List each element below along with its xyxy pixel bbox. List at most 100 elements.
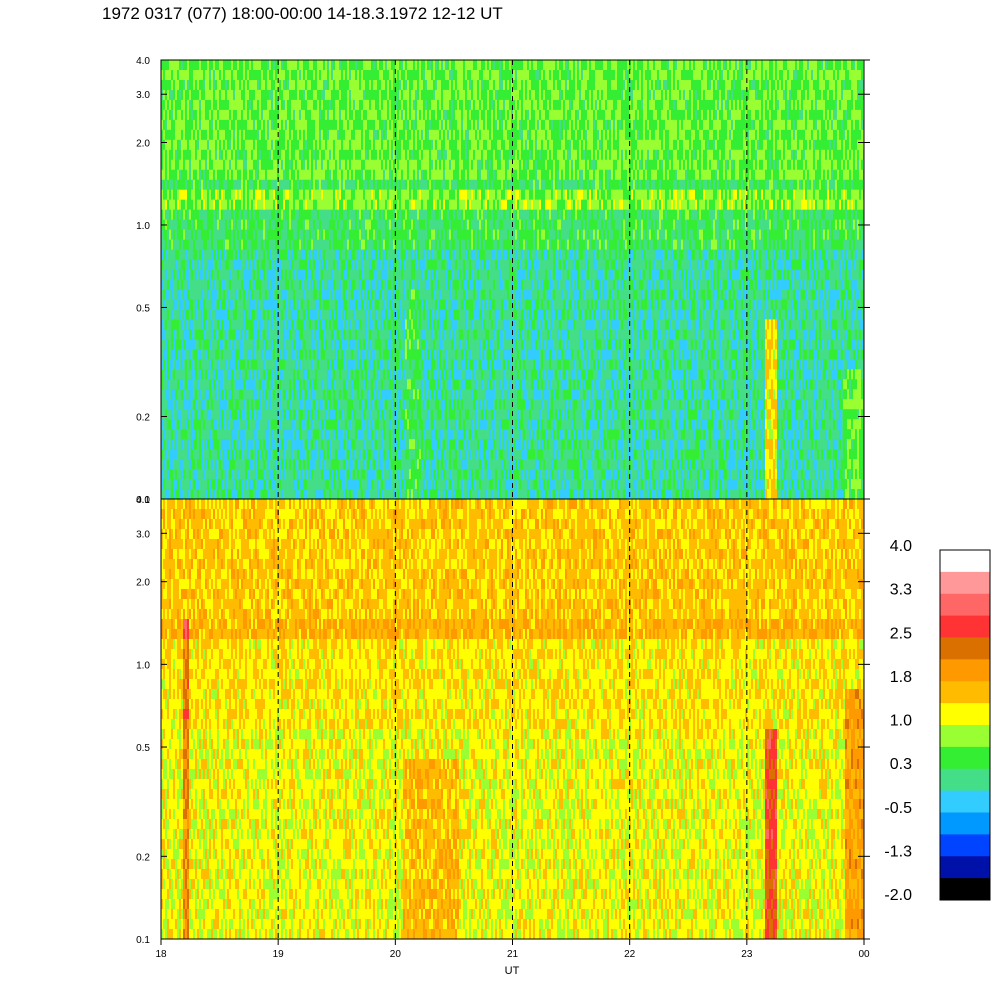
heatmap-cell [347,89,349,101]
heatmap-cell [265,269,267,281]
heatmap-cell [165,249,167,261]
heatmap-cell [207,109,209,121]
heatmap-cell [227,409,229,420]
heatmap-cell [209,189,211,201]
heatmap-cell [183,99,185,111]
heatmap-cell [255,209,257,221]
heatmap-cell [169,109,171,121]
heatmap-cell [247,119,249,131]
heatmap-cell [293,409,295,420]
heatmap-cell [369,319,371,330]
heatmap-cell [369,219,371,231]
heatmap-cell [301,279,303,291]
heatmap-cell [299,209,301,221]
heatmap-cell [321,79,323,91]
heatmap-cell [213,359,215,370]
heatmap-cell [381,299,383,311]
heatmap-cell [357,439,359,450]
heatmap-cell [337,119,339,131]
heatmap-cell [333,249,335,261]
heatmap-cell [361,359,363,370]
heatmap-cell [231,209,233,221]
heatmap-cell [205,79,207,91]
heatmap-cell [165,419,167,430]
heatmap-cell [351,89,353,101]
heatmap-cell [365,349,367,360]
heatmap-cell [335,419,337,430]
heatmap-cell [253,269,255,281]
heatmap-cell [319,169,321,181]
heatmap-cell [317,199,319,211]
heatmap-cell [361,449,363,460]
heatmap-cell [377,479,379,490]
heatmap-cell [385,259,387,271]
heatmap-cell [375,199,377,211]
heatmap-cell [365,299,367,311]
heatmap-cell [339,179,341,191]
heatmap-cell [273,379,275,390]
heatmap-cell [329,429,331,440]
heatmap-cell [327,249,329,261]
heatmap-cell [185,209,187,221]
heatmap-cell [219,299,221,311]
heatmap-cell [245,359,247,370]
heatmap-cell [189,289,191,301]
heatmap-cell [177,129,179,141]
heatmap-cell [277,349,279,360]
heatmap-cell [211,409,213,420]
heatmap-cell [289,319,291,330]
heatmap-cell [311,259,313,271]
heatmap-cell [363,109,365,121]
heatmap-cell [361,419,363,430]
heatmap-cell [377,379,379,390]
heatmap-cell [165,169,167,181]
heatmap-cell [221,449,223,460]
heatmap-cell [261,139,263,151]
heatmap-cell [183,459,185,470]
heatmap-cell [219,89,221,101]
heatmap-cell [273,60,275,71]
heatmap-cell [349,309,351,321]
heatmap-cell [311,439,313,450]
heatmap-cell [305,229,307,241]
heatmap-cell [353,309,355,321]
heatmap-cell [165,289,167,301]
heatmap-cell [205,449,207,460]
heatmap-cell [385,419,387,430]
heatmap-cell [383,409,385,420]
heatmap-cell [331,289,333,301]
heatmap-cell [341,149,343,161]
heatmap-cell [229,159,231,171]
heatmap-cell [377,389,379,400]
heatmap-cell [315,339,317,350]
heatmap-cell [299,419,301,430]
heatmap-cell [267,139,269,151]
heatmap-cell [371,289,373,301]
heatmap-cell [345,369,347,380]
heatmap-cell [169,469,171,480]
heatmap-cell [381,419,383,430]
heatmap-cell [269,219,271,231]
heatmap-cell [217,139,219,151]
heatmap-cell [245,429,247,440]
heatmap-cell [253,129,255,141]
heatmap-cell [347,449,349,460]
heatmap-cell [287,129,289,141]
heatmap-cell [383,449,385,460]
heatmap-cell [173,369,175,380]
heatmap-cell [369,149,371,161]
heatmap-cell [167,109,169,121]
heatmap-cell [261,399,263,410]
heatmap-cell [219,269,221,281]
heatmap-cell [319,429,321,440]
heatmap-cell [267,339,269,350]
heatmap-cell [171,109,173,121]
heatmap-cell [379,329,381,340]
heatmap-cell [345,299,347,311]
heatmap-cell [221,89,223,101]
heatmap-cell [339,379,341,390]
heatmap-cell [233,299,235,311]
heatmap-cell [295,69,297,81]
heatmap-cell [177,389,179,400]
heatmap-cell [315,129,317,141]
